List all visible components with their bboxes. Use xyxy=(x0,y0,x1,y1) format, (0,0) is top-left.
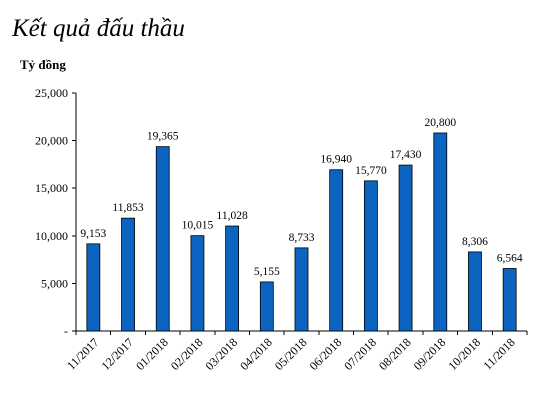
y-tick-label: 25,000 xyxy=(35,86,68,100)
x-tick-label: 11/2018 xyxy=(480,335,517,372)
x-tick-label: 12/2017 xyxy=(98,335,136,373)
data-label: 17,430 xyxy=(390,149,422,161)
x-tick-label: 08/2018 xyxy=(376,335,414,373)
data-label: 10,015 xyxy=(182,220,214,232)
data-label: 5,155 xyxy=(254,266,280,278)
bar-12-2017 xyxy=(121,217,135,332)
x-tick-label: 05/2018 xyxy=(272,335,310,373)
data-label: 16,940 xyxy=(320,154,352,166)
x-tick-label: 11/2017 xyxy=(64,335,101,372)
data-label: 20,800 xyxy=(424,117,456,129)
y-tick-label: 15,000 xyxy=(35,181,68,195)
y-tick-label: - xyxy=(64,324,68,338)
x-tick-label: 02/2018 xyxy=(168,335,206,373)
bars xyxy=(86,132,517,332)
bar-11-2017 xyxy=(86,243,101,332)
data-label: 19,365 xyxy=(147,131,179,143)
bar-06-2018 xyxy=(329,169,344,332)
data-label: 8,733 xyxy=(289,232,315,244)
x-tick-label: 06/2018 xyxy=(307,335,345,373)
y-axis-unit-label: Tỷ đồng xyxy=(20,57,66,72)
bar-01-2018 xyxy=(155,146,170,332)
data-label: 9,153 xyxy=(80,228,106,240)
data-label: 15,770 xyxy=(355,165,387,177)
x-tick-label: 01/2018 xyxy=(133,335,171,373)
bar-08-2018 xyxy=(398,164,413,332)
y-tick-label: 20,000 xyxy=(35,134,68,148)
bar-07-2018 xyxy=(363,180,378,332)
bar-10-2018 xyxy=(468,251,482,332)
bar-11-2018 xyxy=(502,268,517,332)
bar-03-2018 xyxy=(225,225,240,332)
data-label: 11,028 xyxy=(217,210,248,222)
x-axis: 11/201712/201701/201802/201803/201804/20… xyxy=(64,330,528,373)
x-tick-label: 07/2018 xyxy=(341,335,379,373)
chart-title: Kết quả đấu thầu xyxy=(11,15,185,42)
x-tick-label: 10/2018 xyxy=(445,335,483,373)
x-tick-label: 04/2018 xyxy=(237,335,275,373)
bar-04-2018 xyxy=(259,281,274,332)
x-tick-label: 03/2018 xyxy=(203,335,241,373)
bar-09-2018 xyxy=(433,132,448,332)
y-tick-label: 10,000 xyxy=(35,229,68,243)
bar-05-2018 xyxy=(294,247,309,332)
y-axis: - 5,000 10,000 15,000 20,000 25,000 xyxy=(35,86,77,338)
data-label: 11,853 xyxy=(112,202,143,214)
y-tick-label: 5,000 xyxy=(41,276,68,290)
data-label: 6,564 xyxy=(497,253,523,265)
x-tick-label: 09/2018 xyxy=(411,335,449,373)
data-label: 8,306 xyxy=(462,236,488,248)
bar-02-2018 xyxy=(190,235,205,332)
